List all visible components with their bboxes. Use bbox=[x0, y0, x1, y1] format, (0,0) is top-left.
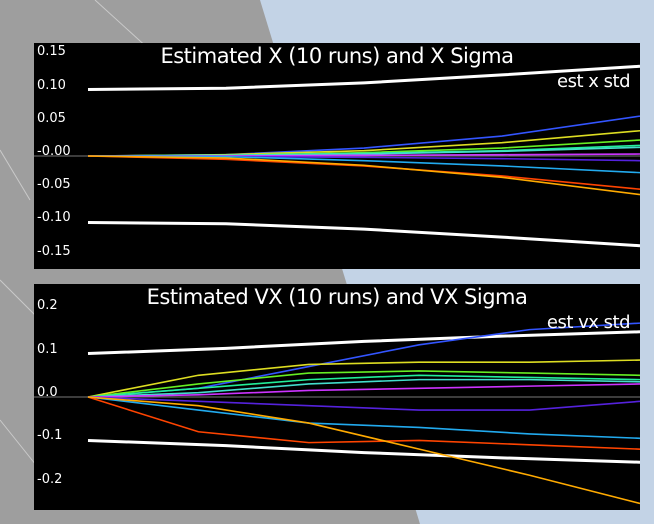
sigma-lower-line bbox=[87, 220, 640, 248]
legend-entry: est vx std bbox=[546, 312, 631, 333]
y-tick-label: 0.10 bbox=[37, 77, 66, 93]
run-series-line bbox=[87, 383, 640, 398]
run-series-line bbox=[87, 359, 640, 398]
chart-title: Estimated X (10 runs) and X Sigma bbox=[160, 44, 514, 68]
chart-title: Estimated VX (10 runs) and VX Sigma bbox=[146, 285, 528, 309]
y-tick-label: -0.00 bbox=[37, 144, 71, 159]
run-series-line bbox=[87, 396, 640, 440]
estimated-vx-plot-area bbox=[34, 322, 640, 505]
y-tick-label: -0.05 bbox=[37, 177, 71, 193]
y-tick-label: 0.15 bbox=[37, 44, 66, 60]
y-tick-label: -0.10 bbox=[37, 210, 71, 226]
run-series-line bbox=[87, 370, 640, 398]
y-tick-label: -0.2 bbox=[37, 471, 63, 487]
y-tick-label: 0.0 bbox=[37, 385, 58, 400]
run-series-line bbox=[87, 374, 640, 398]
estimated-x-chart: Estimated X (10 runs) and X Sigma est x … bbox=[34, 43, 640, 269]
sigma-upper-line bbox=[87, 64, 640, 92]
y-tick-label: 0.2 bbox=[37, 298, 58, 314]
y-tick-label: 0.05 bbox=[37, 110, 66, 126]
sigma-upper-line bbox=[87, 330, 640, 356]
y-tick-label: 0.1 bbox=[37, 341, 58, 357]
legend-entry: est x std bbox=[557, 71, 630, 92]
run-series-line bbox=[87, 155, 640, 196]
y-tick-label: -0.1 bbox=[37, 428, 63, 444]
run-series-line bbox=[87, 396, 640, 450]
run-series-line bbox=[87, 396, 640, 505]
estimated-vx-chart: Estimated VX (10 runs) and VX Sigma est … bbox=[34, 284, 640, 510]
run-series-line bbox=[87, 378, 640, 398]
run-series-line bbox=[87, 155, 640, 174]
sigma-lower-line bbox=[87, 438, 640, 464]
run-series-line bbox=[87, 396, 640, 411]
y-tick-label: -0.15 bbox=[37, 243, 71, 259]
estimated-x-plot-area bbox=[34, 64, 640, 248]
